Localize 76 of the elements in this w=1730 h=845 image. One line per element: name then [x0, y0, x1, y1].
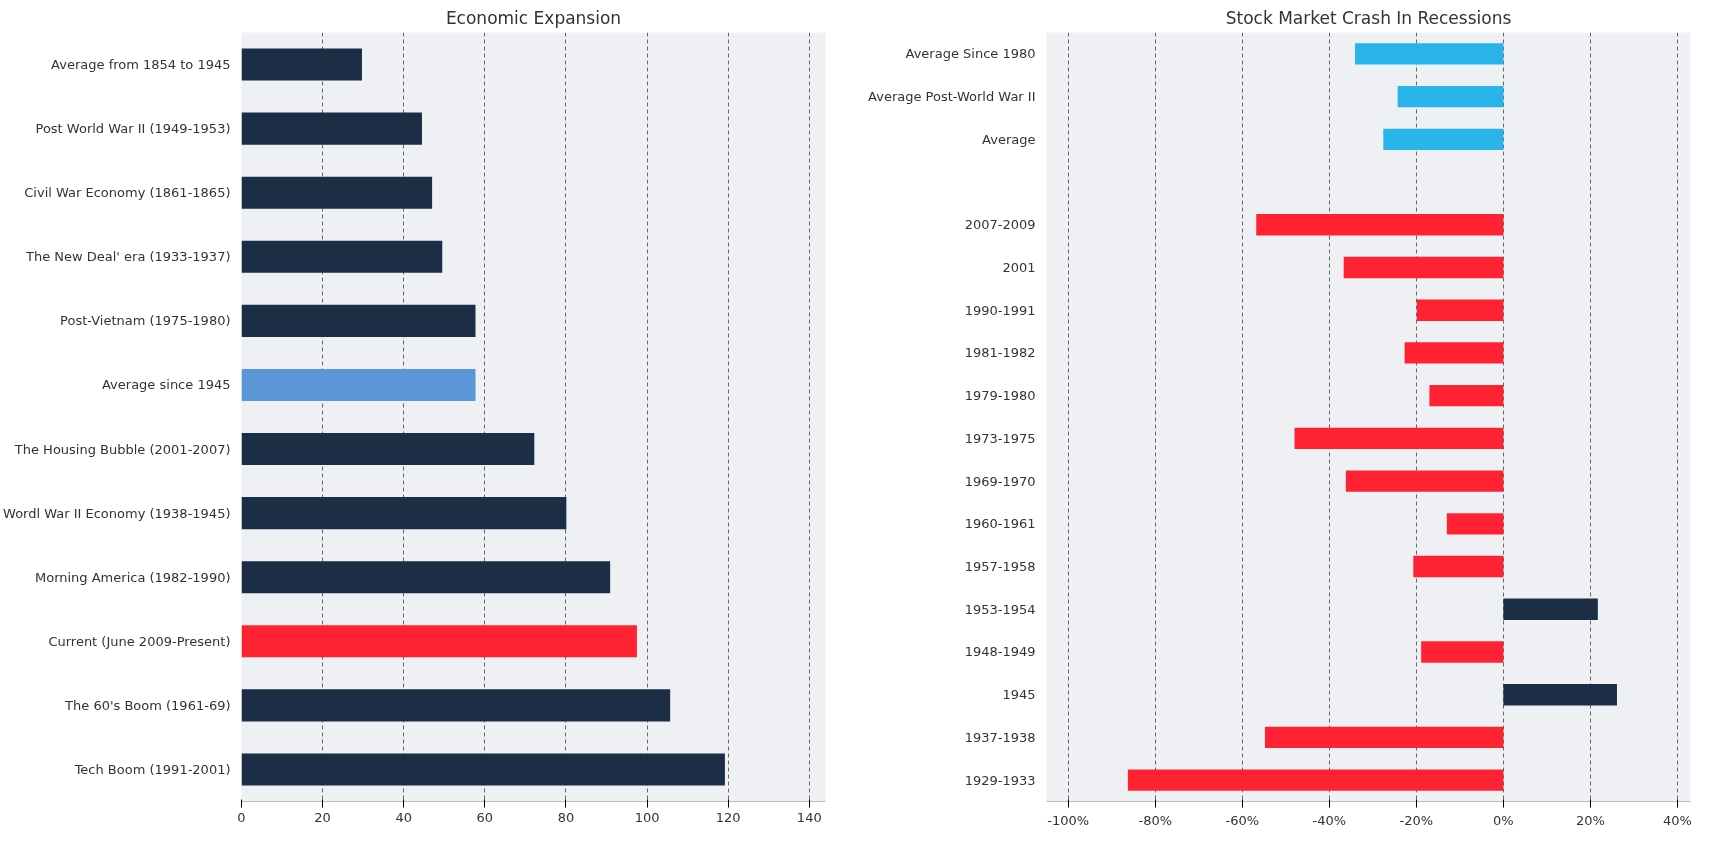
bar [241, 497, 567, 530]
bar [241, 689, 671, 722]
bar [241, 176, 433, 209]
chart-title: Stock Market Crash In Recessions [1225, 7, 1512, 28]
y-tick-label: 1960-1961 [964, 516, 1036, 532]
chart-title: Economic Expansion [445, 7, 622, 28]
y-tick-label: Average Post-World War II [868, 89, 1036, 105]
x-tick-label: -100% [1047, 812, 1090, 828]
y-tick-label: 2001 [1002, 259, 1036, 275]
y-tick-label: Average from 1854 to 1945 [51, 57, 231, 73]
bar [1355, 43, 1504, 65]
bar [1127, 769, 1504, 791]
bar [1503, 684, 1617, 706]
bar [241, 753, 725, 786]
x-tick-label: 0% [1493, 812, 1514, 828]
y-tick-label: The New Deal' era (1933-1937) [24, 249, 231, 265]
y-tick-label: 1929-1933 [964, 772, 1036, 788]
x-tick-label: 60 [476, 809, 494, 825]
bar [1343, 256, 1504, 279]
bar [1264, 726, 1504, 749]
x-tick-label: 20 [314, 809, 331, 825]
y-tick-label: 1953-1954 [964, 601, 1036, 617]
y-tick-label: 1990-1991 [964, 302, 1036, 318]
bar [241, 561, 611, 594]
bar [241, 368, 476, 401]
bar [1503, 598, 1598, 620]
y-tick-label: 1969-1970 [964, 473, 1036, 489]
y-tick-label: 1948-1949 [964, 644, 1036, 660]
bar [241, 304, 476, 337]
bar [1421, 641, 1504, 663]
y-tick-label: 1945 [1002, 687, 1036, 703]
x-tick-label: -40% [1312, 812, 1347, 828]
y-tick-label: Civil War Economy (1861-1865) [24, 185, 231, 201]
bar [1345, 470, 1504, 492]
x-tick-label: -20% [1399, 812, 1434, 828]
x-tick-label: 40 [395, 809, 412, 825]
bar [1397, 85, 1504, 108]
y-tick-label: Post World War II (1949-1953) [35, 121, 231, 137]
y-tick-label: 1981-1982 [964, 345, 1036, 361]
y-tick-label: Average [982, 131, 1036, 147]
y-tick-label: Morning America (1982-1990) [34, 569, 231, 585]
y-tick-label: The Housing Bubble (2001-2007) [13, 441, 231, 457]
bar [1256, 214, 1504, 236]
bar [1383, 128, 1504, 150]
bar [1404, 342, 1504, 364]
y-tick-label: 2007-2009 [964, 217, 1036, 233]
y-tick-label: 1973-1975 [964, 430, 1036, 446]
x-tick-label: 20% [1575, 812, 1605, 828]
bar [1294, 427, 1504, 450]
bar [241, 240, 443, 273]
y-tick-label: Post-Vietnam (1975-1980) [60, 313, 231, 329]
x-tick-label: 0 [237, 809, 246, 825]
bar [1429, 384, 1504, 407]
bar [1446, 513, 1504, 535]
bar [241, 625, 637, 658]
y-tick-label: Average since 1945 [102, 377, 231, 393]
bar [1416, 299, 1504, 321]
y-tick-label: Average Since 1980 [905, 46, 1036, 62]
y-tick-label: 1957-1958 [964, 559, 1036, 575]
y-tick-label: Current (June 2009-Present) [48, 633, 231, 649]
x-tick-label: 140 [796, 809, 822, 825]
x-tick-label: -60% [1225, 812, 1260, 828]
x-tick-label: 80 [557, 809, 575, 825]
bar [1413, 555, 1504, 578]
y-tick-label: 1979-1980 [964, 388, 1036, 404]
x-tick-label: 100 [634, 809, 660, 825]
x-tick-label: 120 [715, 809, 741, 825]
y-tick-label: 1937-1938 [964, 729, 1036, 745]
x-tick-label: -80% [1138, 812, 1173, 828]
y-tick-label: Wordl War II Economy (1938-1945) [3, 505, 231, 521]
bar [241, 112, 422, 145]
bar [241, 433, 535, 466]
y-tick-label: Tech Boom (1991-2001) [73, 761, 231, 777]
y-tick-label: The 60's Boom (1961-69) [64, 697, 231, 713]
x-tick-label: 40% [1663, 812, 1692, 828]
bar [241, 48, 362, 81]
